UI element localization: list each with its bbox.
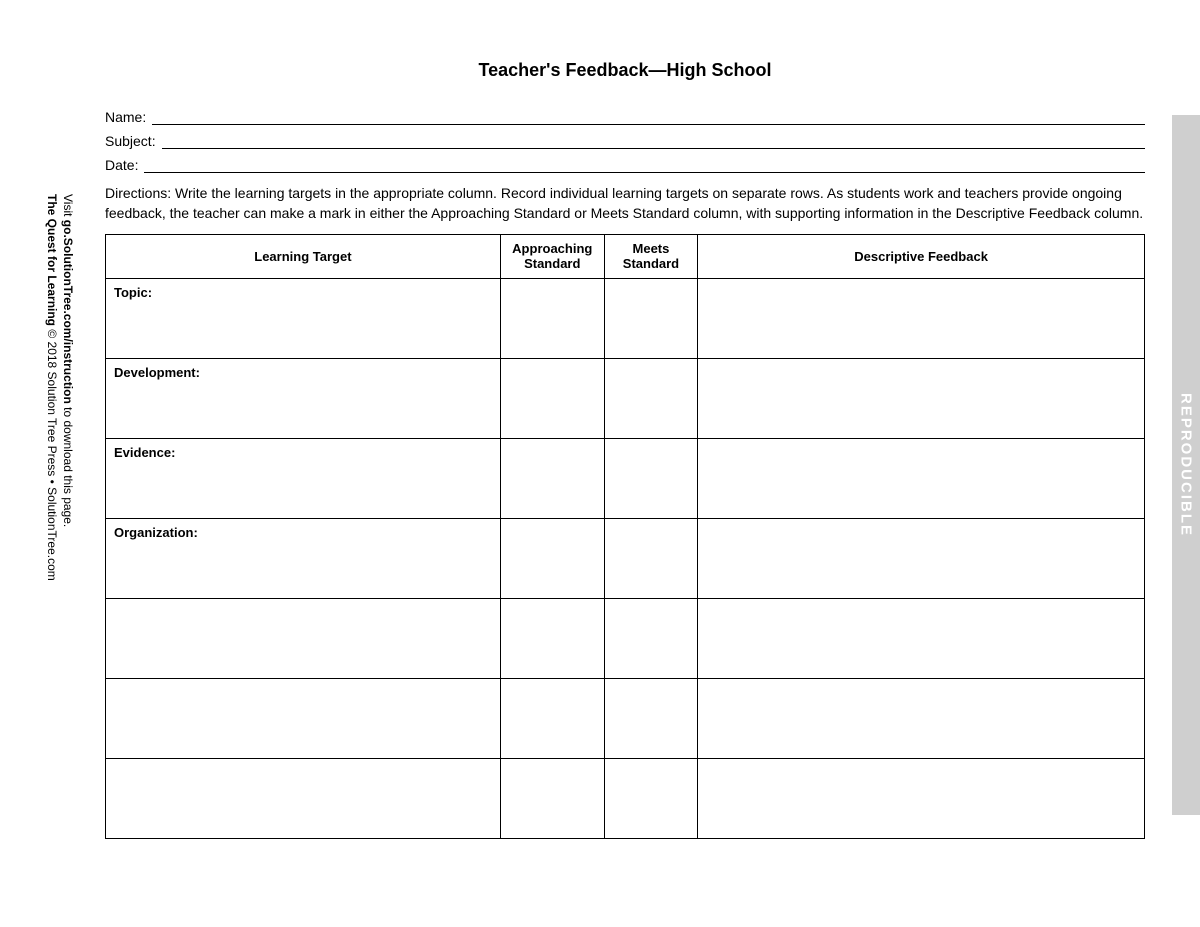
citation-book-title: The Quest for Learning	[45, 194, 59, 326]
table-row: Organization:	[106, 518, 1145, 598]
name-field-row: Name:	[105, 109, 1145, 125]
approaching-cell[interactable]	[500, 358, 604, 438]
descriptive-cell[interactable]	[698, 358, 1145, 438]
row-label: Evidence:	[114, 445, 175, 460]
table-row: Topic:	[106, 278, 1145, 358]
row-label: Topic:	[114, 285, 152, 300]
table-row: Evidence:	[106, 438, 1145, 518]
citation-line1: The Quest for Learning © 2018 Solution T…	[43, 194, 60, 581]
descriptive-cell[interactable]	[698, 598, 1145, 678]
citation-sidebar: The Quest for Learning © 2018 Solution T…	[48, 194, 92, 794]
meets-cell[interactable]	[604, 438, 698, 518]
col-meets-standard: Meets Standard	[604, 234, 698, 278]
descriptive-cell[interactable]	[698, 758, 1145, 838]
row-label: Development:	[114, 365, 200, 380]
approaching-cell[interactable]	[500, 758, 604, 838]
page-content: Teacher's Feedback—High School Name: Sub…	[105, 60, 1145, 839]
name-label: Name:	[105, 109, 146, 125]
page-title: Teacher's Feedback—High School	[105, 60, 1145, 81]
approaching-cell[interactable]	[500, 518, 604, 598]
approaching-cell[interactable]	[500, 278, 604, 358]
table-header-row: Learning Target Approaching Standard Mee…	[106, 234, 1145, 278]
learning-target-cell[interactable]	[106, 758, 501, 838]
approaching-cell[interactable]	[500, 598, 604, 678]
table-row	[106, 678, 1145, 758]
descriptive-cell[interactable]	[698, 278, 1145, 358]
descriptive-cell[interactable]	[698, 678, 1145, 758]
table-row: Development:	[106, 358, 1145, 438]
directions-text: Directions: Write the learning targets i…	[105, 183, 1145, 224]
feedback-table: Learning Target Approaching Standard Mee…	[105, 234, 1145, 839]
table-row	[106, 598, 1145, 678]
learning-target-cell[interactable]: Organization:	[106, 518, 501, 598]
learning-target-cell[interactable]: Development:	[106, 358, 501, 438]
col-learning-target: Learning Target	[106, 234, 501, 278]
descriptive-cell[interactable]	[698, 438, 1145, 518]
table-row	[106, 758, 1145, 838]
date-field-row: Date:	[105, 157, 1145, 173]
reproducible-tab: REPRODUCIBLE	[1172, 115, 1200, 815]
citation-visit: Visit	[61, 194, 75, 220]
meets-cell[interactable]	[604, 758, 698, 838]
meets-cell[interactable]	[604, 278, 698, 358]
citation-suffix: to download this page.	[61, 404, 75, 527]
meets-cell[interactable]	[604, 678, 698, 758]
learning-target-cell[interactable]: Topic:	[106, 278, 501, 358]
row-label: Organization:	[114, 525, 198, 540]
subject-input-line[interactable]	[162, 135, 1145, 149]
meets-cell[interactable]	[604, 358, 698, 438]
approaching-cell[interactable]	[500, 438, 604, 518]
date-label: Date:	[105, 157, 138, 173]
learning-target-cell[interactable]	[106, 598, 501, 678]
col-descriptive-feedback: Descriptive Feedback	[698, 234, 1145, 278]
citation-url: go.SolutionTree.com/instruction	[61, 220, 75, 404]
subject-field-row: Subject:	[105, 133, 1145, 149]
citation-line2: Visit go.SolutionTree.com/instruction to…	[59, 194, 76, 527]
reproducible-label: REPRODUCIBLE	[1178, 393, 1195, 537]
learning-target-cell[interactable]	[106, 678, 501, 758]
meets-cell[interactable]	[604, 598, 698, 678]
approaching-cell[interactable]	[500, 678, 604, 758]
meets-cell[interactable]	[604, 518, 698, 598]
col-approaching-standard: Approaching Standard	[500, 234, 604, 278]
subject-label: Subject:	[105, 133, 156, 149]
learning-target-cell[interactable]: Evidence:	[106, 438, 501, 518]
descriptive-cell[interactable]	[698, 518, 1145, 598]
date-input-line[interactable]	[144, 159, 1145, 173]
name-input-line[interactable]	[152, 111, 1145, 125]
citation-publisher: © 2018 Solution Tree Press • SolutionTre…	[45, 326, 59, 581]
